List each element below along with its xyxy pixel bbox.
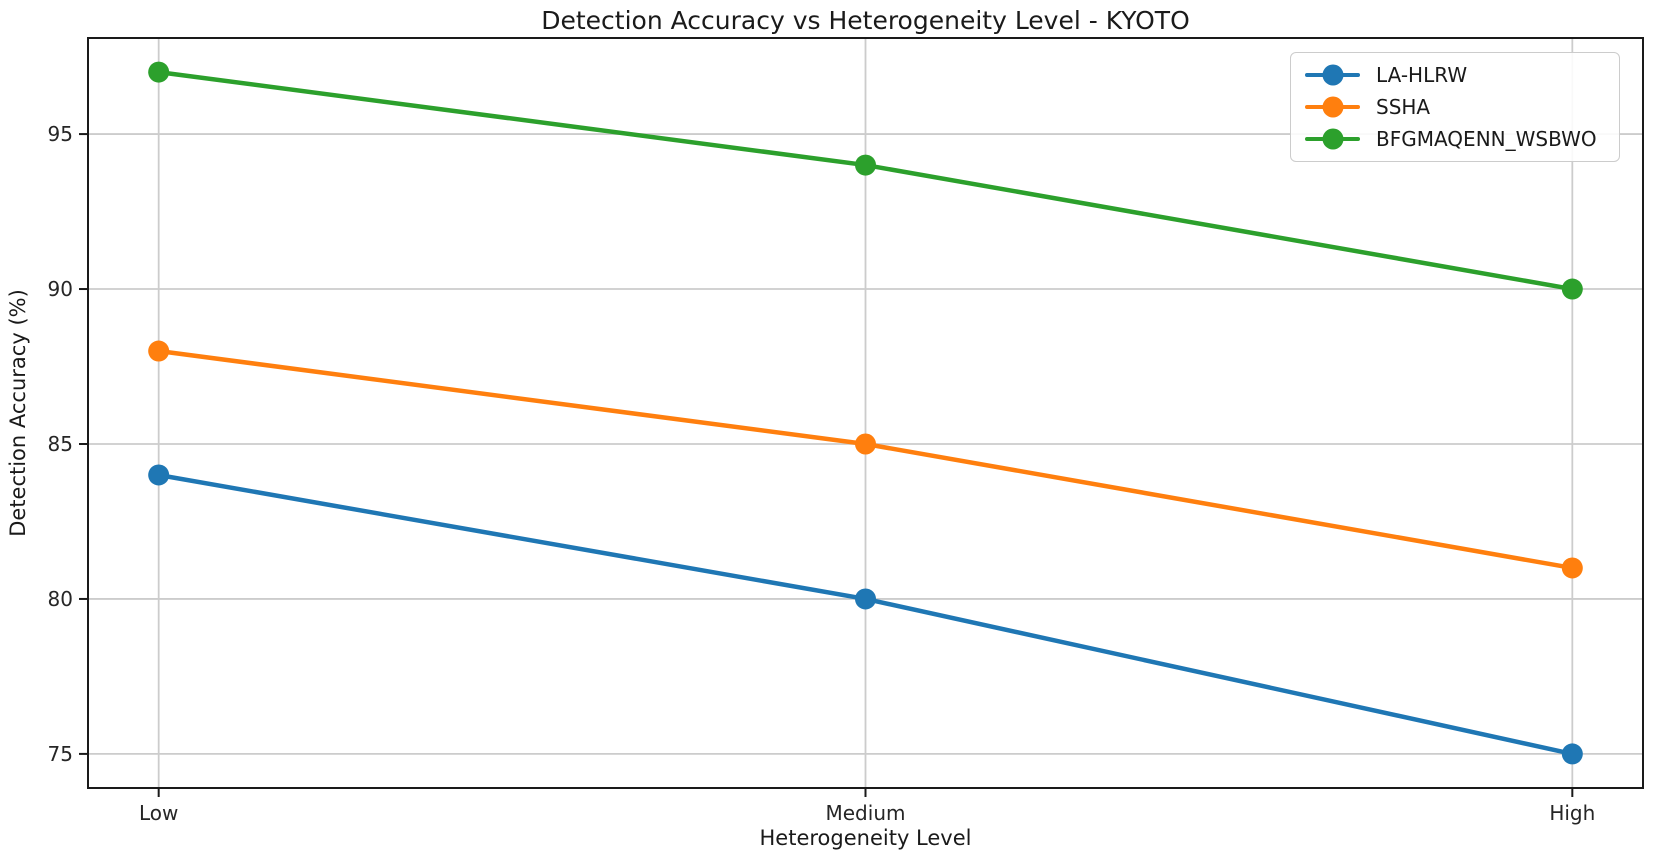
data-point-ssha: [1561, 557, 1583, 579]
x-axis-label: Heterogeneity Level: [759, 826, 972, 850]
legend-line-sample-icon: [1305, 64, 1360, 86]
legend: LA-HLRW SSHA BFGMAQENN_WSBWO: [1290, 52, 1620, 162]
legend-marker-icon: [1322, 128, 1343, 150]
legend-marker-icon: [1322, 96, 1343, 118]
legend-label: SSHA: [1376, 95, 1431, 119]
data-point-ssha: [148, 340, 170, 362]
legend-marker-icon: [1322, 64, 1343, 86]
legend-line-sample-icon: [1305, 96, 1360, 118]
y-tick-label: 80: [48, 587, 73, 611]
legend-label: BFGMAQENN_WSBWO: [1376, 127, 1597, 151]
data-point-bfgmaqenn_wsbwo: [148, 61, 170, 83]
chart-title: Detection Accuracy vs Heterogeneity Leve…: [541, 6, 1190, 35]
legend-line-sample-icon: [1305, 128, 1360, 150]
x-tick-label: Medium: [826, 801, 906, 825]
data-point-la-hlrw: [855, 588, 876, 610]
y-tick-label: 75: [48, 742, 73, 766]
y-tick-label: 90: [48, 277, 73, 301]
legend-item-la-hlrw: LA-HLRW: [1305, 61, 1597, 89]
legend-item-bfgmaqenn-wsbwo: BFGMAQENN_WSBWO: [1305, 125, 1597, 153]
x-tick-label: High: [1549, 801, 1595, 825]
data-point-la-hlrw: [1561, 743, 1583, 765]
y-tick-label: 85: [48, 432, 73, 456]
x-tick-label: Low: [139, 801, 178, 825]
data-point-la-hlrw: [148, 464, 170, 486]
data-point-bfgmaqenn_wsbwo: [1561, 278, 1583, 300]
legend-label: LA-HLRW: [1376, 63, 1468, 87]
y-axis-label: Detection Accuracy (%): [6, 289, 30, 537]
data-point-ssha: [855, 433, 876, 455]
data-point-bfgmaqenn_wsbwo: [855, 154, 876, 176]
y-tick-label: 95: [48, 122, 73, 146]
legend-item-ssha: SSHA: [1305, 93, 1597, 121]
